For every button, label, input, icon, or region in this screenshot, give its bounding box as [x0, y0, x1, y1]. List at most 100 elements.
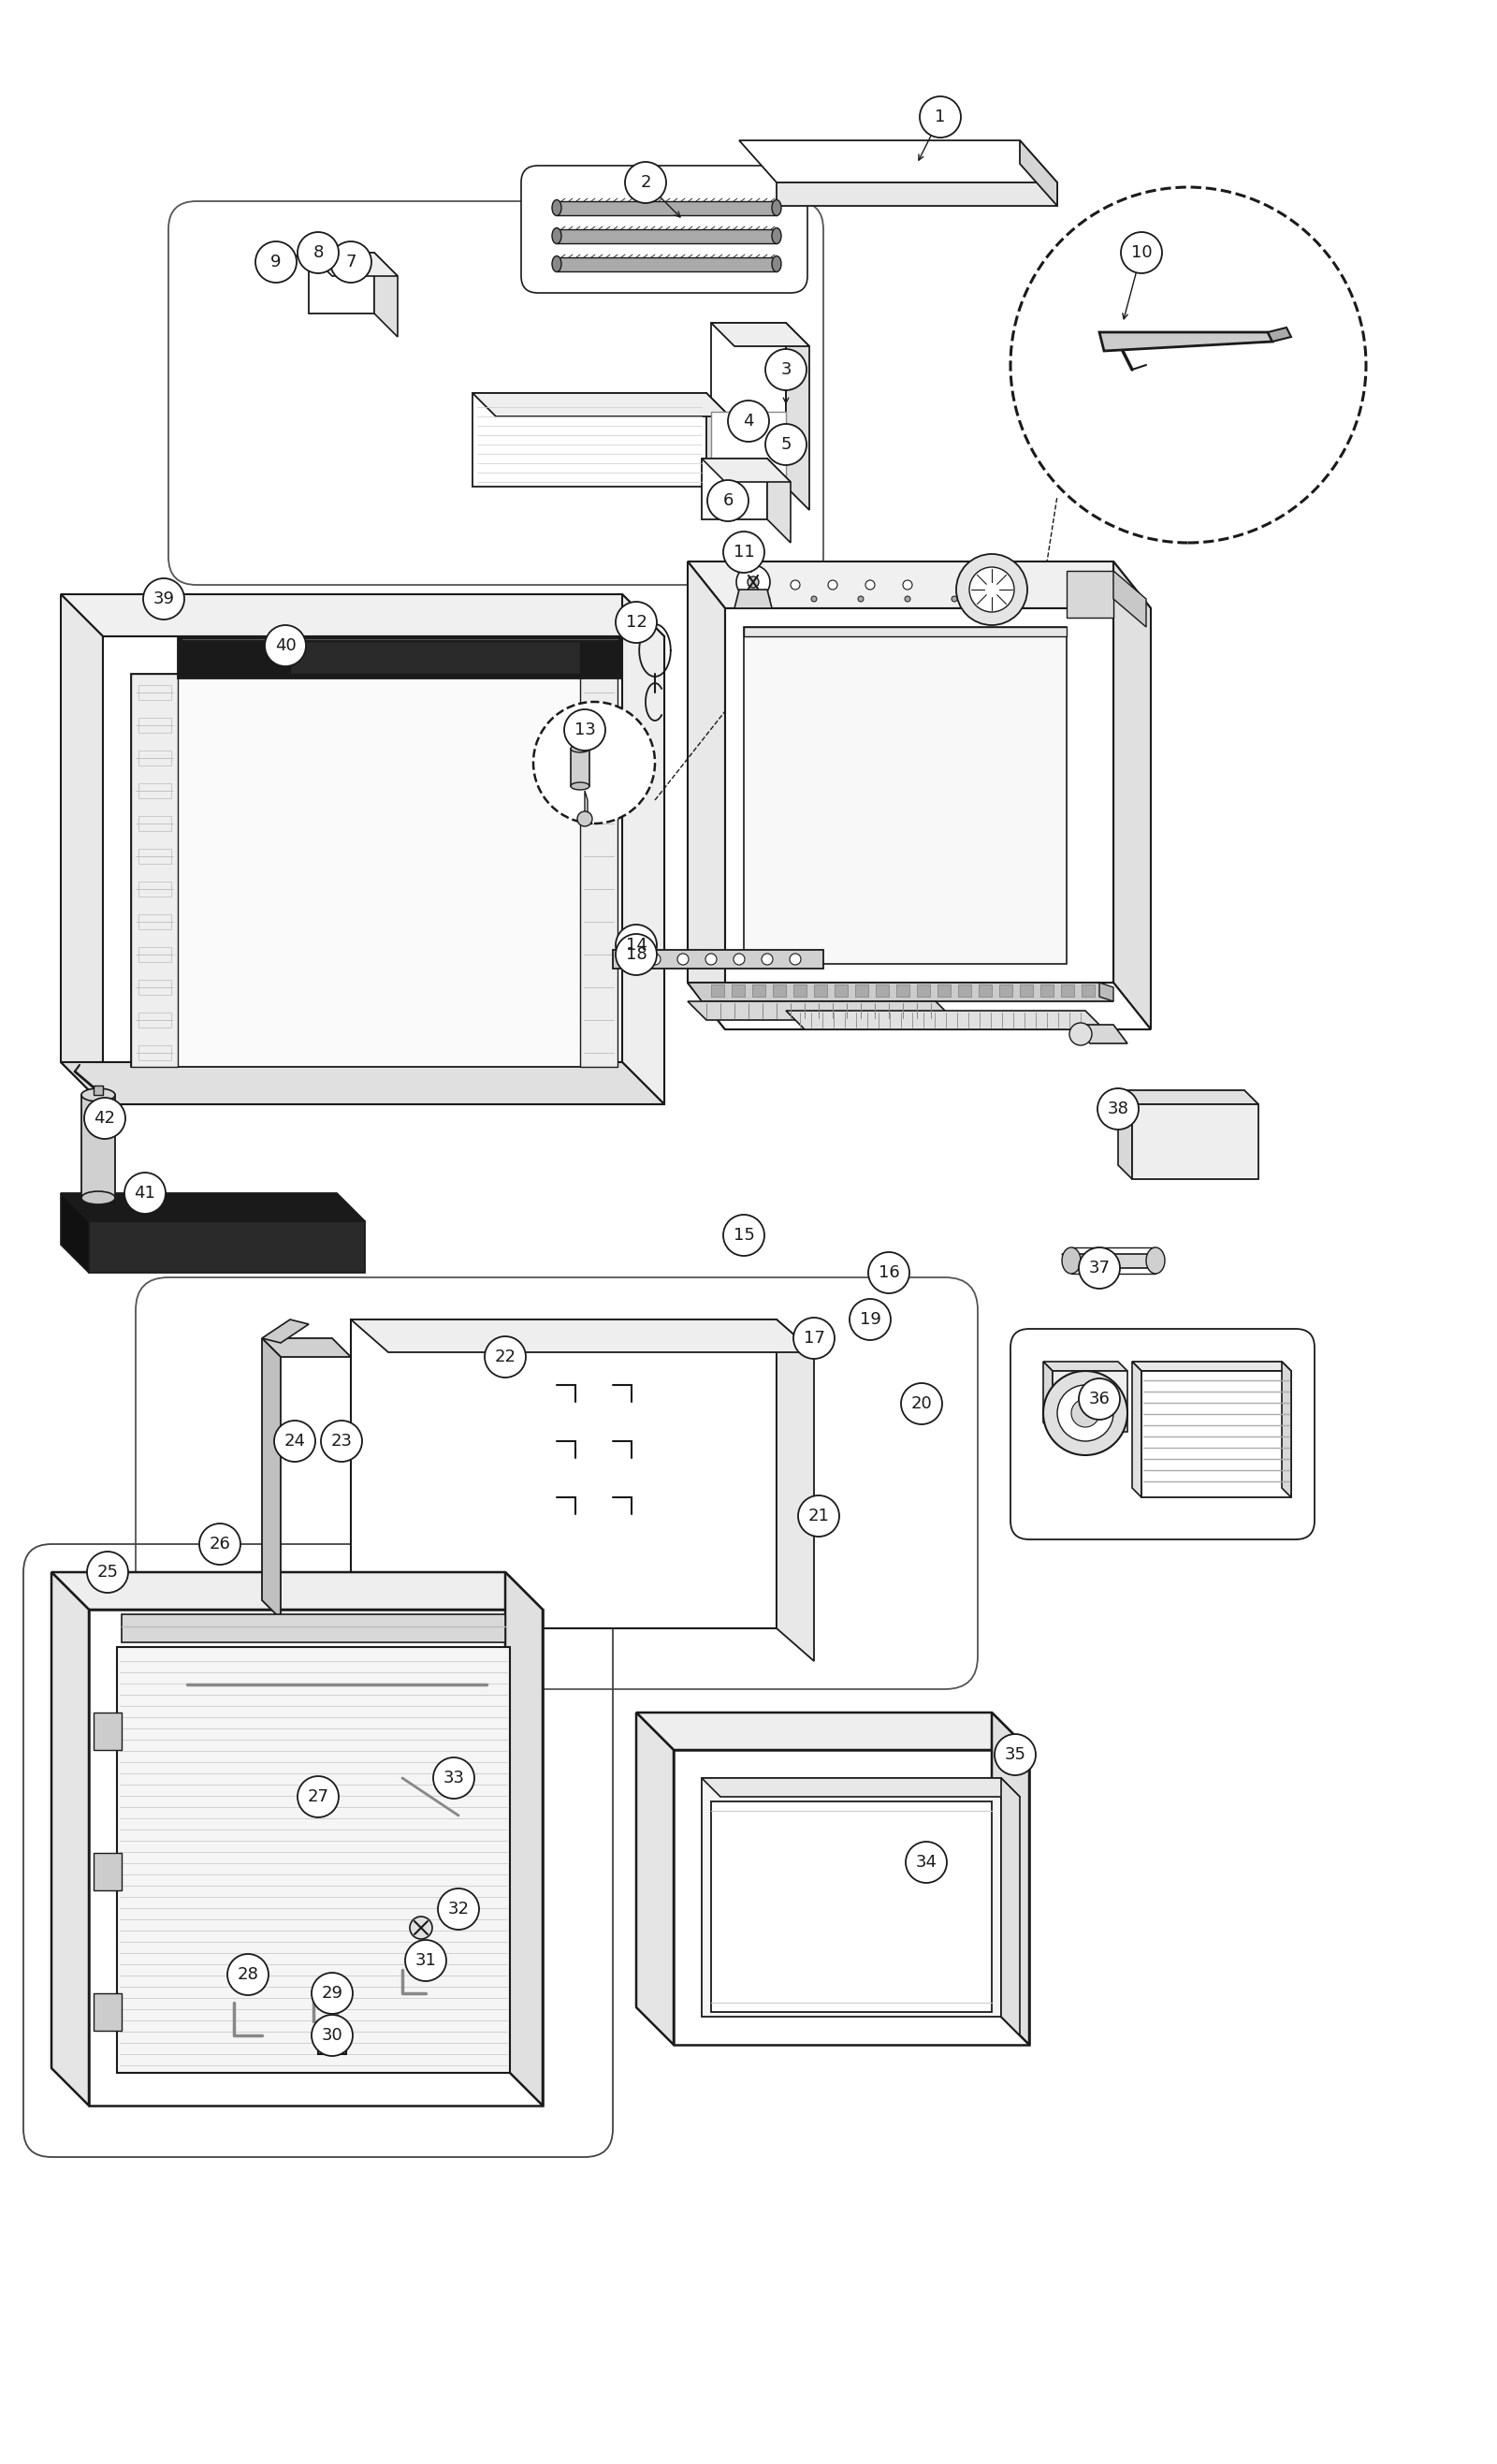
Text: 13: 13	[573, 722, 596, 739]
Polygon shape	[93, 1712, 121, 1749]
Circle shape	[320, 1422, 362, 1461]
Polygon shape	[557, 229, 777, 244]
Polygon shape	[1132, 1104, 1259, 1180]
Circle shape	[1057, 1385, 1114, 1441]
Polygon shape	[61, 1062, 665, 1104]
Polygon shape	[897, 986, 910, 995]
Circle shape	[1010, 187, 1365, 542]
Text: 6: 6	[723, 493, 734, 510]
Circle shape	[615, 924, 657, 966]
Text: 18: 18	[626, 946, 647, 963]
Polygon shape	[793, 986, 807, 995]
Polygon shape	[876, 986, 889, 995]
Circle shape	[919, 96, 961, 138]
Polygon shape	[1001, 1779, 1019, 2035]
Polygon shape	[81, 1094, 115, 1198]
Polygon shape	[777, 1321, 814, 1661]
Text: 35: 35	[1004, 1747, 1025, 1764]
Polygon shape	[557, 202, 777, 214]
Polygon shape	[777, 182, 1057, 207]
Polygon shape	[93, 1087, 103, 1094]
Circle shape	[615, 601, 657, 643]
Polygon shape	[766, 458, 790, 542]
Text: 14: 14	[626, 936, 647, 954]
Polygon shape	[585, 791, 587, 813]
Circle shape	[331, 241, 371, 283]
Circle shape	[1097, 1089, 1139, 1129]
Ellipse shape	[552, 227, 561, 244]
Text: 4: 4	[743, 411, 754, 429]
Text: 27: 27	[307, 1789, 329, 1806]
Polygon shape	[814, 986, 826, 995]
Circle shape	[298, 232, 338, 274]
Circle shape	[798, 1496, 840, 1538]
Polygon shape	[702, 458, 790, 483]
Polygon shape	[711, 323, 786, 485]
Polygon shape	[1118, 1089, 1259, 1104]
Polygon shape	[1132, 1363, 1290, 1370]
Text: 16: 16	[879, 1264, 900, 1281]
Text: 20: 20	[912, 1395, 933, 1412]
Circle shape	[1072, 1400, 1099, 1427]
Ellipse shape	[570, 784, 590, 791]
Ellipse shape	[570, 744, 590, 752]
Circle shape	[199, 1523, 241, 1565]
Circle shape	[734, 954, 746, 966]
Circle shape	[228, 1954, 268, 1996]
Circle shape	[765, 596, 769, 601]
Text: 17: 17	[804, 1331, 825, 1348]
Circle shape	[723, 1215, 765, 1257]
Ellipse shape	[1147, 1247, 1165, 1274]
Polygon shape	[744, 626, 1066, 636]
Polygon shape	[1281, 1363, 1290, 1498]
Text: 28: 28	[237, 1966, 259, 1984]
Polygon shape	[1142, 1370, 1290, 1498]
Text: 8: 8	[313, 244, 323, 261]
Polygon shape	[1099, 983, 1114, 1000]
Polygon shape	[707, 394, 731, 510]
Polygon shape	[1076, 1025, 1127, 1042]
Ellipse shape	[772, 256, 781, 271]
Circle shape	[626, 163, 666, 202]
Polygon shape	[1019, 140, 1057, 207]
Polygon shape	[132, 673, 618, 1067]
Polygon shape	[786, 323, 810, 510]
Circle shape	[433, 1757, 475, 1799]
Polygon shape	[337, 246, 356, 254]
Circle shape	[705, 954, 717, 966]
Text: 24: 24	[284, 1432, 305, 1449]
Polygon shape	[702, 458, 766, 520]
Polygon shape	[740, 140, 1057, 182]
Polygon shape	[350, 1321, 814, 1353]
Circle shape	[410, 1917, 433, 1939]
Polygon shape	[623, 594, 665, 1104]
Polygon shape	[1118, 1089, 1132, 1180]
Polygon shape	[308, 254, 374, 313]
FancyBboxPatch shape	[521, 165, 807, 293]
Circle shape	[677, 954, 689, 966]
Polygon shape	[636, 1712, 1030, 1749]
Polygon shape	[612, 949, 823, 968]
Circle shape	[790, 954, 801, 966]
Polygon shape	[937, 986, 951, 995]
Text: 3: 3	[780, 362, 792, 377]
Circle shape	[793, 1318, 835, 1358]
Polygon shape	[1099, 333, 1272, 350]
Polygon shape	[350, 1321, 777, 1629]
Polygon shape	[1061, 1254, 1160, 1269]
Polygon shape	[61, 594, 665, 636]
Ellipse shape	[81, 1190, 115, 1205]
Circle shape	[957, 554, 1027, 626]
Circle shape	[311, 1974, 353, 2013]
Text: 36: 36	[1088, 1390, 1111, 1407]
Polygon shape	[1114, 572, 1147, 626]
Circle shape	[1069, 1023, 1091, 1045]
Polygon shape	[916, 986, 930, 995]
Polygon shape	[61, 594, 103, 1104]
Circle shape	[952, 596, 957, 601]
Circle shape	[1121, 232, 1162, 274]
Polygon shape	[506, 1572, 542, 2107]
Circle shape	[1079, 1247, 1120, 1289]
Polygon shape	[711, 986, 725, 995]
Circle shape	[753, 579, 762, 589]
